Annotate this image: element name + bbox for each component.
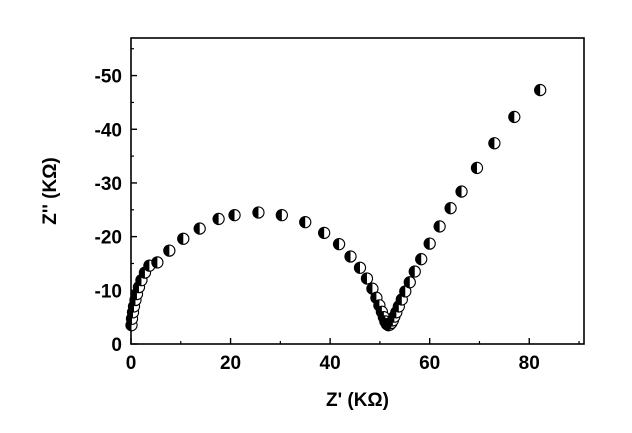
data-point (212, 212, 225, 226)
data-point (455, 185, 468, 198)
y-tick-label: -50 (95, 67, 122, 88)
y-tick-label: -30 (95, 174, 122, 195)
data-point (275, 209, 288, 222)
data-point (353, 261, 367, 274)
data-point (444, 202, 457, 215)
data-point (299, 215, 312, 229)
x-axis: 0 20 40 60 80 (126, 338, 580, 374)
x-axis-title: Z' (KΩ) (326, 390, 389, 411)
data-point (252, 206, 265, 219)
data-point (534, 83, 547, 97)
data-point (433, 220, 446, 233)
data-point (193, 222, 206, 235)
data-point (163, 244, 176, 257)
x-tick-label: 40 (320, 353, 341, 374)
x-tick-label: 60 (419, 353, 440, 374)
data-point (344, 250, 357, 263)
data-point (508, 110, 521, 124)
data-point (408, 265, 421, 278)
x-tick-label: 0 (126, 353, 137, 374)
y-tick-label: -20 (95, 228, 122, 249)
x-tick-label: 80 (519, 353, 540, 374)
data-point (360, 272, 374, 285)
data-series (125, 83, 547, 332)
y-tick-label: -10 (95, 281, 122, 302)
y-tick-label: -40 (95, 120, 122, 141)
data-point (415, 253, 428, 266)
data-point (470, 161, 484, 175)
data-point (403, 276, 416, 289)
data-point (151, 256, 164, 269)
data-point (423, 237, 436, 250)
data-point (488, 137, 501, 150)
x-tick-label: 20 (220, 353, 241, 374)
data-point (177, 232, 190, 245)
y-tick-label: 0 (111, 335, 122, 356)
y-axis: 0 -10 -20 -30 -40 -50 (95, 48, 137, 356)
data-point (317, 226, 331, 240)
plot-frame (130, 37, 585, 345)
data-point (228, 209, 241, 222)
data-point (138, 266, 152, 279)
data-point (332, 237, 346, 251)
y-axis-title: Z'' (KΩ) (40, 157, 61, 225)
